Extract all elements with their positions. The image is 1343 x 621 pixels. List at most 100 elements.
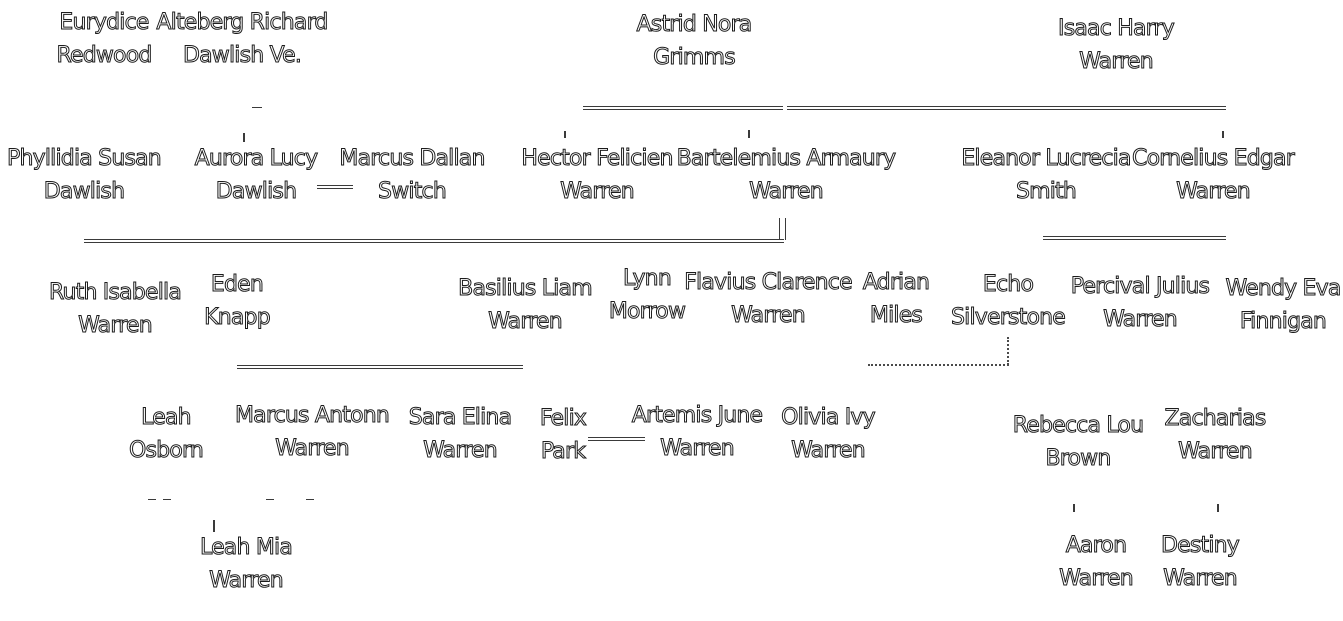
person-name-line: Warren — [275, 436, 351, 462]
person-name-line: Park — [540, 439, 586, 465]
person-name-line: Lynn — [623, 266, 673, 292]
person-name-line: Warren — [1176, 179, 1252, 205]
person-name-line: Warren — [731, 303, 807, 329]
person-name-line: Warren — [1163, 566, 1239, 592]
person-name-line: Phyllidia Susan — [7, 146, 163, 172]
person-percival-julius-warren: Percival Julius Warren — [1070, 270, 1210, 336]
person-basilius-liam-warren: Basilius Liam Warren — [458, 272, 593, 338]
descent-tick-aaron — [1073, 504, 1075, 512]
person-name-line: Aaron — [1065, 533, 1127, 559]
person-name-line: Warren — [1103, 307, 1179, 333]
person-name-line: Warren — [660, 436, 736, 462]
person-eleanor-lucrecia-smith: Eleanor Lucrecia Smith — [961, 142, 1132, 208]
person-name-line: Destiny — [1160, 533, 1240, 559]
descent-tick-hector — [564, 131, 566, 138]
person-name-line: Basilius Liam — [458, 276, 593, 302]
person-name-line: Warren — [78, 313, 154, 339]
person-name-line: Warren — [209, 568, 285, 594]
person-name-line: Isaac Harry — [1058, 16, 1176, 42]
person-felix-park: Felix Park — [539, 402, 587, 468]
descent-line-fragment-osborn-1 — [148, 499, 156, 500]
descent-line-fragment-dawlish — [252, 107, 262, 108]
person-eurydice-redwood: Eurydice Redwood — [56, 6, 153, 72]
person-name-line: Artemis June — [631, 403, 763, 429]
person-name-line: Sara Elina — [408, 405, 512, 431]
person-name-line: Switch — [378, 179, 448, 205]
person-name-line: Percival Julius — [1070, 274, 1210, 300]
person-name-line: Morrow — [608, 299, 686, 325]
person-rebecca-lou-brown: Rebecca Lou Brown — [1012, 409, 1144, 475]
descent-line-fragment-osborn-2 — [163, 499, 171, 500]
person-name-line: Warren — [749, 179, 825, 205]
person-leah-osborn: Leah Osborn — [128, 401, 204, 467]
person-name-line: Silverstone — [950, 305, 1066, 331]
person-name-line: Aurora Lucy — [194, 146, 318, 172]
person-name-line: Adrian — [862, 270, 930, 296]
person-name-line: Miles — [869, 303, 923, 329]
person-name-line: Flavius Clarence — [684, 270, 853, 296]
person-name-line: Eurydice — [59, 10, 150, 36]
person-marcus-dallan-switch: Marcus Dallan Switch — [339, 142, 486, 208]
person-name-line: Brown — [1045, 446, 1112, 472]
descent-tick-bartelemius — [748, 130, 750, 138]
person-marcus-antonn-warren: Marcus Antonn Warren — [234, 399, 390, 465]
person-wendy-eva-finnigan: Wendy Eva Finnigan — [1225, 272, 1342, 338]
person-astrid-nora-grimms: Astrid Nora Grimms — [636, 8, 753, 74]
person-name-line: Redwood — [56, 43, 153, 69]
person-name-line: Felix — [539, 406, 587, 432]
person-flavius-clarence-warren: Flavius Clarence Warren — [684, 266, 853, 332]
person-alteberg-richard-dawlish-ve: Alteberg Richard Dawlish Ve. — [156, 6, 329, 72]
person-name-line: Finnigan — [1239, 309, 1327, 335]
person-zacharias-warren: Zacharias Warren — [1164, 402, 1267, 468]
person-aaron-warren: Aaron Warren — [1059, 529, 1135, 595]
person-name-line: Grimms — [653, 45, 737, 71]
person-name-line: Warren — [791, 438, 867, 464]
dotted-union-drop-echo — [1007, 337, 1009, 365]
person-name-line: Alteberg Richard — [156, 10, 329, 36]
person-eden-knapp: Eden Knapp — [204, 268, 272, 334]
descent-bar-grimms-warren-right — [787, 106, 1226, 110]
descent-tick-aurora — [243, 133, 245, 142]
person-sara-elina-warren: Sara Elina Warren — [408, 401, 512, 467]
person-name-line: Zacharias — [1164, 406, 1267, 432]
person-name-line: Smith — [1015, 179, 1077, 205]
person-name-line: Marcus Antonn — [234, 403, 390, 429]
person-artemis-june-warren: Artemis June Warren — [631, 399, 763, 465]
person-isaac-harry-warren: Isaac Harry Warren — [1058, 12, 1176, 78]
person-bartelemius-armaury-warren: Bartelemius Armaury Warren — [676, 142, 897, 208]
descent-bar-eden-children — [237, 365, 523, 369]
descent-tick-cornelius — [1222, 131, 1224, 138]
person-aurora-lucy-dawlish: Aurora Lucy Dawlish — [194, 142, 318, 208]
person-name-line: Dawlish — [43, 179, 125, 205]
person-name-line: Warren — [1059, 566, 1135, 592]
person-name-line: Warren — [560, 179, 636, 205]
person-echo-silverstone: Echo Silverstone — [950, 268, 1066, 334]
person-adrian-miles: Adrian Miles — [862, 266, 930, 332]
person-leah-mia-warren: Leah Mia Warren — [200, 531, 294, 597]
person-name-line: Leah — [141, 405, 192, 431]
person-name-line: Rebecca Lou — [1012, 413, 1144, 439]
person-name-line: Dawlish Ve. — [182, 43, 302, 69]
descent-bar-smith-cornelius-children — [1043, 236, 1226, 240]
person-name-line: Astrid Nora — [636, 12, 753, 38]
descent-bar-grimms-warren-left — [583, 106, 783, 110]
descent-bar-bartelemius-children — [84, 239, 784, 243]
person-name-line: Echo — [982, 272, 1034, 298]
person-name-line: Warren — [423, 438, 499, 464]
person-name-line: Warren — [1178, 439, 1254, 465]
person-name-line: Warren — [1079, 49, 1155, 75]
person-name-line: Olivia Ivy — [781, 405, 876, 431]
marriage-line-felix-artemis — [588, 437, 645, 441]
person-name-line: Ruth Isabella — [48, 280, 182, 306]
person-phyllidia-susan-dawlish: Phyllidia Susan Dawlish — [7, 142, 163, 208]
person-lynn-morrow: Lynn Morrow — [608, 262, 686, 328]
descent-tick-leah-mia — [213, 520, 215, 532]
person-name-line: Knapp — [204, 305, 272, 331]
person-destiny-warren: Destiny Warren — [1160, 529, 1240, 595]
descent-drop-bartelemius — [779, 218, 786, 240]
descent-line-fragment-osborn-4 — [306, 499, 314, 500]
person-name-line: Warren — [488, 309, 564, 335]
person-name-line: Wendy Eva — [1225, 276, 1342, 302]
person-hector-felicien-warren: Hector Felicien Warren — [521, 142, 674, 208]
person-name-line: Dawlish — [215, 179, 297, 205]
